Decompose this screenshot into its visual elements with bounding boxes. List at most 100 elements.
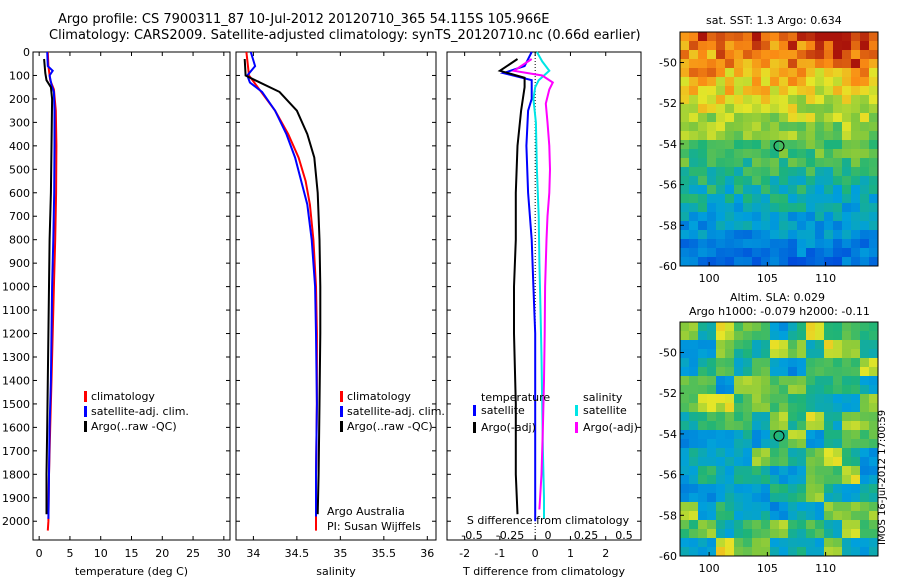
sla-map-cell xyxy=(833,367,843,377)
sal-annotation-line1: Argo Australia xyxy=(327,505,405,518)
sla-map-cell xyxy=(851,502,861,512)
sst-map-cell xyxy=(806,158,816,168)
sst-map-cell xyxy=(833,32,843,42)
sst-map-cell xyxy=(860,176,870,186)
sst-map-cell xyxy=(797,167,807,177)
sla-map-cell xyxy=(869,403,879,413)
sst-map-cell xyxy=(806,167,816,177)
sla-map-cell xyxy=(725,331,735,341)
sla-map-cell xyxy=(851,439,861,449)
sst-map-cell xyxy=(842,41,852,51)
sla-map-cell xyxy=(833,340,843,350)
sla-map-cell xyxy=(725,421,735,431)
sla-map-cell xyxy=(752,502,762,512)
temp-series-2 xyxy=(43,58,54,515)
sst-map-cell xyxy=(761,248,771,258)
sst-map-cell xyxy=(779,50,789,60)
sla-map-cell xyxy=(788,529,798,539)
sla-map-cell xyxy=(680,331,690,341)
sst-map-cell xyxy=(716,113,726,123)
sla-map-cell xyxy=(734,466,744,476)
sla-map-cell xyxy=(743,475,753,485)
sst-map-cell xyxy=(824,230,834,240)
sla-map-cell xyxy=(689,430,699,440)
sla-map-cell xyxy=(770,412,780,422)
sst-map-cell xyxy=(869,248,879,258)
temp-ytick-label: 2000 xyxy=(2,515,30,528)
sst-map-cell xyxy=(689,50,699,60)
sla-map-frame xyxy=(679,321,879,557)
sla-map-cell xyxy=(833,331,843,341)
sla-map-cell xyxy=(806,502,816,512)
sla-map-cell xyxy=(869,394,879,404)
sla-map-cell xyxy=(698,475,708,485)
sla-map-cell xyxy=(851,412,861,422)
diff-legend-label: Argo(-adj) xyxy=(583,421,638,434)
sla-map-cell xyxy=(869,412,879,422)
sla-map-cell xyxy=(851,457,861,467)
sst-map-cell xyxy=(815,185,825,195)
sst-map-ytick-label: -50 xyxy=(659,57,677,70)
sla-map-cell xyxy=(842,511,852,521)
sst-map-cell xyxy=(680,230,690,240)
sla-map-cell xyxy=(788,484,798,494)
sst-map-cell xyxy=(752,41,762,51)
sst-map-cell xyxy=(716,248,726,258)
temp-xlabel: temperature (deg C) xyxy=(75,565,188,578)
sla-map-cell xyxy=(779,403,789,413)
sla-map-cell xyxy=(788,475,798,485)
sla-map-cell xyxy=(815,349,825,359)
sst-map-cell xyxy=(725,257,735,267)
sst-map-cell xyxy=(851,194,861,204)
sla-map-cell xyxy=(788,349,798,359)
sla-map-cell xyxy=(815,511,825,521)
sst-map-cell xyxy=(860,194,870,204)
sla-map-cell xyxy=(707,439,717,449)
sst-map-cell xyxy=(698,167,708,177)
sst-map-cell xyxy=(725,122,735,132)
sla-map-cell xyxy=(797,430,807,440)
sla-map-cell xyxy=(725,430,735,440)
sst-map-cell xyxy=(752,95,762,105)
sst-map-cell xyxy=(869,158,879,168)
sst-map-cell xyxy=(815,149,825,159)
sla-map-cell xyxy=(680,322,690,332)
sla-map-cell xyxy=(743,412,753,422)
sst-map-cell xyxy=(689,131,699,141)
sla-map-cell xyxy=(770,457,780,467)
sla-map-cell xyxy=(689,394,699,404)
sst-map-cell xyxy=(806,185,816,195)
sla-map-cell xyxy=(851,385,861,395)
sla-map-cell xyxy=(842,403,852,413)
sst-map-cell xyxy=(707,86,717,96)
sla-map-cell xyxy=(743,448,753,458)
sla-map-cell xyxy=(860,484,870,494)
sst-map-cell xyxy=(824,221,834,231)
sla-map-cell xyxy=(824,430,834,440)
sla-map-cell xyxy=(815,421,825,431)
sla-map-cell xyxy=(689,403,699,413)
sst-map-cell xyxy=(779,158,789,168)
sst-map-cell xyxy=(680,131,690,141)
sst-map-cell xyxy=(869,113,879,123)
sla-map-cell xyxy=(725,403,735,413)
sst-map-cell xyxy=(707,41,717,51)
sst-map-cell xyxy=(689,140,699,150)
sst-map-cell xyxy=(761,41,771,51)
sst-map-cell xyxy=(716,239,726,249)
sla-map-cell xyxy=(797,322,807,332)
sst-map-cell xyxy=(869,122,879,132)
sst-map-cell xyxy=(689,212,699,222)
sst-map-cell xyxy=(707,221,717,231)
sst-map-xtick-label: 110 xyxy=(815,272,836,285)
sla-map-cell xyxy=(698,385,708,395)
sla-map-cell xyxy=(707,421,717,431)
sst-map-cell xyxy=(698,77,708,87)
sst-map-cell xyxy=(725,59,735,69)
sla-map-cell xyxy=(779,367,789,377)
sst-map-cell xyxy=(761,86,771,96)
sst-map-cell xyxy=(716,32,726,42)
sst-map-cell xyxy=(680,257,690,267)
sla-map-cell xyxy=(770,511,780,521)
sst-map-cell xyxy=(743,212,753,222)
